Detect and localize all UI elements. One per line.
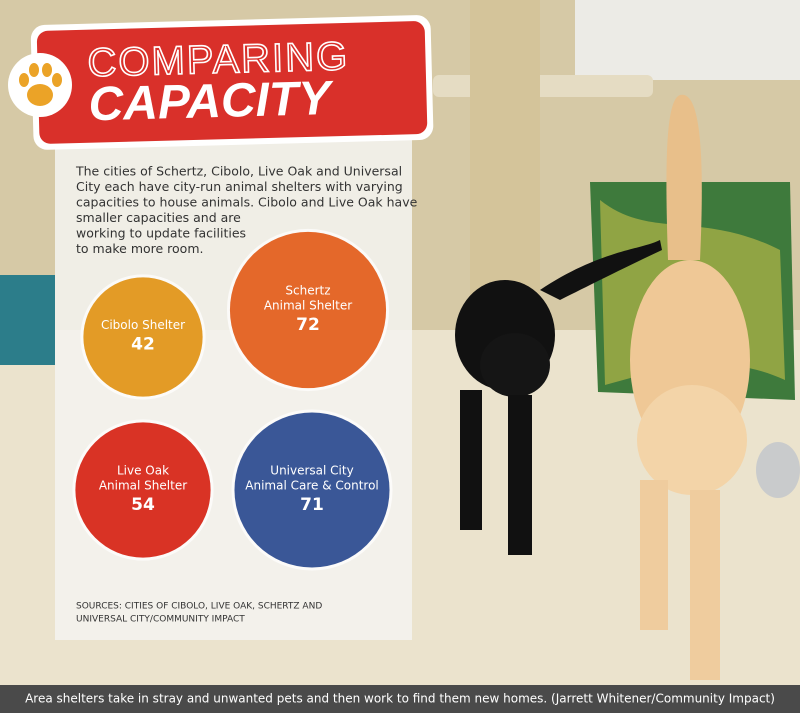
sources: SOURCES: CITIES OF CIBOLO, LIVE OAK, SCH… [76,602,322,612]
black-cat-leg [508,395,532,555]
paw-toe [29,63,39,77]
shelter-name: Animal Care & Control [245,479,379,493]
scratch-post [470,0,540,330]
bubble [234,412,390,568]
shelter-name: Animal Shelter [99,479,187,493]
paw-icon [8,53,72,117]
orange-cat-head [637,385,747,495]
bowl [756,442,800,498]
shelter-name: Live Oak [117,464,169,478]
intro-text: smaller capacities and are [76,210,241,225]
shelter-capacity: 71 [300,495,324,515]
title-line2: CAPACITY [88,72,335,131]
black-cat-tail [540,240,662,300]
bubble [83,277,203,397]
intro-text: The cities of Schertz, Cibolo, Live Oak … [75,164,402,179]
shelter-name: Schertz [285,284,330,298]
bubble [75,422,211,558]
paw-toe [42,63,52,77]
caption-bar [0,685,800,713]
paw-toe [52,73,62,87]
shelter-name: Cibolo Shelter [101,318,185,332]
caption: Area shelters take in stray and unwanted… [25,692,775,706]
litter-box [0,275,55,365]
intro-text: capacities to house animals. Cibolo and … [76,195,418,210]
shelter-capacity: 72 [296,315,320,335]
sources: UNIVERSAL CITY/COMMUNITY IMPACT [76,615,245,625]
intro-text: to make more room. [76,241,203,256]
intro-text: City each have city-run animal shelters … [76,179,403,194]
black-cat-head [480,333,550,397]
shelter-capacity: 54 [131,495,155,515]
banner [36,21,428,144]
black-cat-leg [460,390,482,530]
paw-toe [19,73,29,87]
paw-pad [27,84,53,106]
orange-cat-tail [666,94,702,260]
title-banner: COMPARING CAPACITY [30,15,434,150]
shelter-name: Universal City [270,464,353,478]
title-line1: COMPARING [87,34,350,85]
cat-tree-box [575,0,800,80]
shelter-name: Animal Shelter [264,299,352,313]
shelter-capacity: 42 [131,335,155,355]
orange-cat-leg [690,490,720,680]
bubble [229,231,387,389]
shelf [433,75,653,97]
orange-cat-leg [640,480,668,630]
intro-text: working to update facilities [76,226,246,241]
